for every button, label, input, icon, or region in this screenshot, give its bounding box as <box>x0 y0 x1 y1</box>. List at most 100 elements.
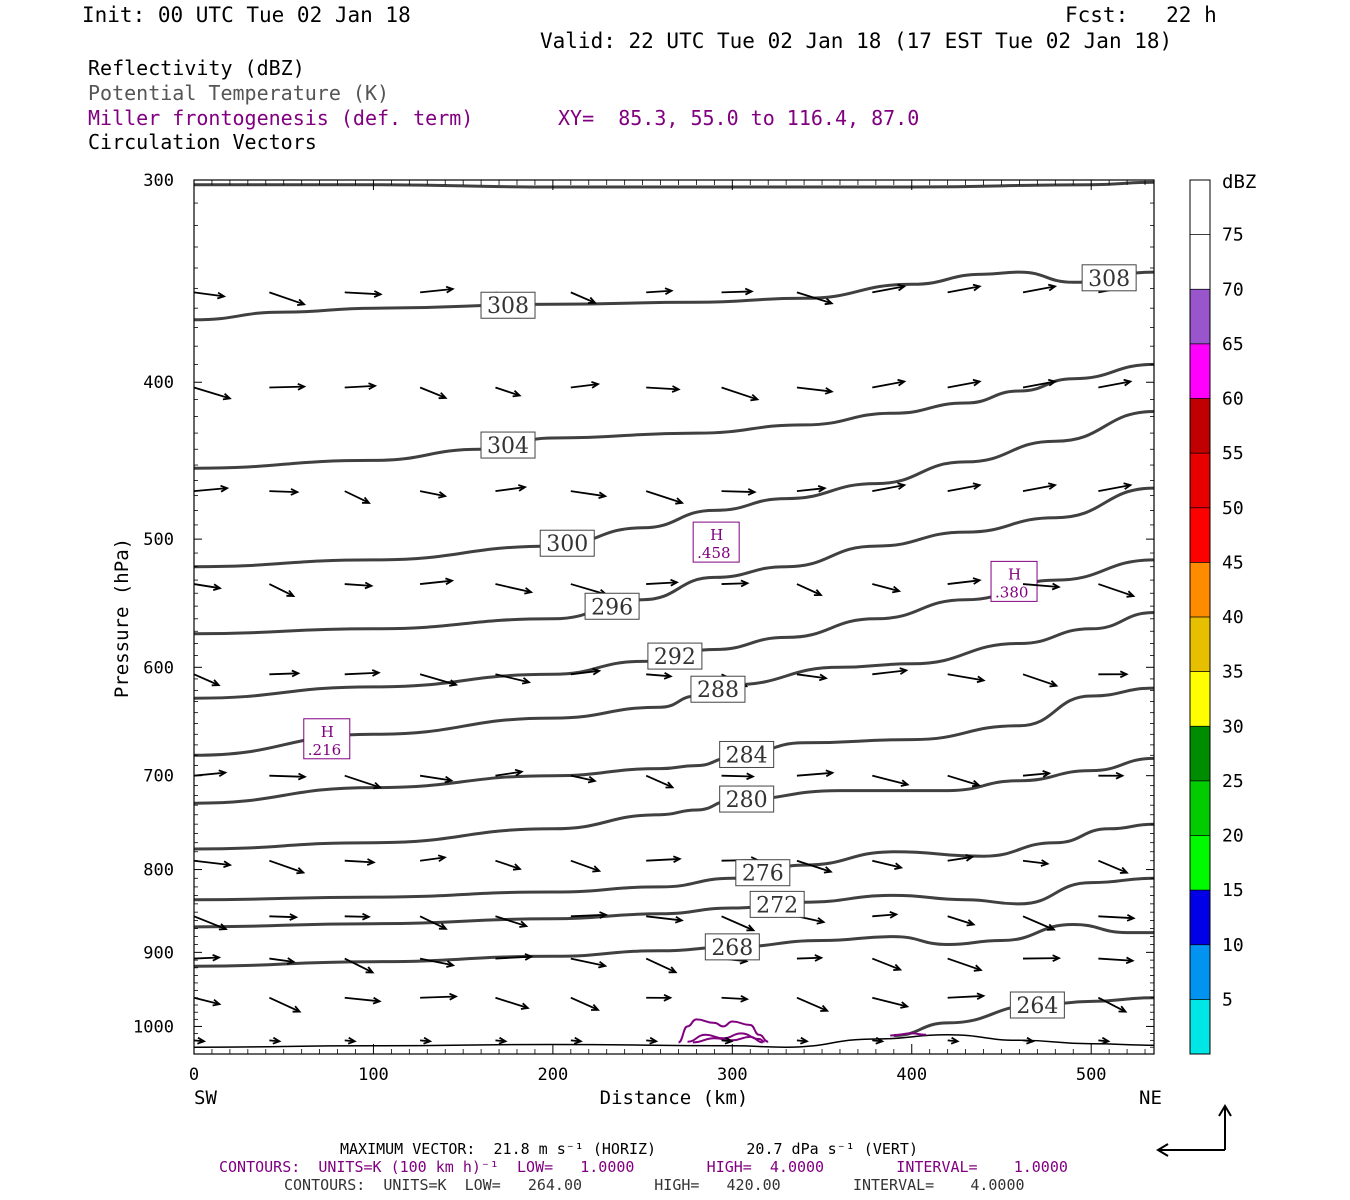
circulation-vector <box>645 957 678 974</box>
circulation-vector <box>947 1036 960 1045</box>
x-tick-label: 500 <box>1076 1065 1107 1085</box>
vector-head <box>598 960 608 969</box>
circulation-vector <box>1098 859 1129 874</box>
colorbar-tick-label: 35 <box>1222 662 1244 683</box>
vector-head <box>740 995 750 1003</box>
vector-shaft <box>570 774 596 782</box>
colorbar-segment <box>1190 234 1210 290</box>
vector-shaft <box>269 291 305 306</box>
circulation-vector <box>872 283 907 294</box>
frontogenesis-max-label: H.458 <box>692 521 740 563</box>
vector-shaft <box>796 583 822 596</box>
isentrope-label-276: 276 <box>735 859 791 887</box>
isentrope-label-308: 308 <box>480 291 536 319</box>
vector-shaft <box>495 859 521 870</box>
circulation-vector <box>1098 914 1136 922</box>
circulation-vector <box>193 915 228 931</box>
colorbar-tick-label: 15 <box>1222 880 1244 901</box>
x-tick-label: 400 <box>896 1065 927 1085</box>
vector-head <box>668 966 678 974</box>
vector-head <box>599 911 609 919</box>
vector-head <box>1051 582 1061 591</box>
circulation-vector <box>570 859 602 873</box>
vector-shaft <box>269 385 305 389</box>
x-tick-label: 300 <box>717 1065 748 1085</box>
circulation-vector <box>193 673 221 687</box>
vector-shaft <box>193 386 231 400</box>
circulation-vector <box>268 996 302 1013</box>
vector-head <box>972 283 982 292</box>
vector-head <box>373 290 383 298</box>
circulation-vector <box>193 484 230 493</box>
vector-shaft <box>646 673 671 678</box>
vector-shaft <box>646 386 679 391</box>
vector-head <box>897 378 907 387</box>
frontogenesis-max-value: .216 <box>308 741 341 759</box>
vector-head <box>1126 590 1136 598</box>
circulation-vector <box>872 482 907 493</box>
vector-head <box>514 768 524 777</box>
vector-head <box>286 957 296 965</box>
colorbar-tick-label: 20 <box>1222 826 1244 847</box>
circulation-vector <box>947 992 986 1000</box>
vector-shaft <box>1098 484 1131 493</box>
circulation-vector <box>1098 378 1133 389</box>
vector-shaft <box>570 291 596 304</box>
vector-head <box>649 1036 659 1045</box>
vector-head <box>444 775 454 784</box>
isentrope-label-text: 276 <box>742 862 784 887</box>
frontogenesis-contour <box>687 1032 765 1043</box>
vector-head <box>438 491 448 499</box>
circulation-vector <box>947 915 976 927</box>
circulation-vector <box>193 953 222 962</box>
forecast-hour: Fcst: 22 h <box>1065 3 1217 27</box>
vector-head <box>197 1036 207 1045</box>
circulation-vector <box>570 490 608 500</box>
vector-head <box>598 491 608 500</box>
vector-head <box>1052 954 1062 963</box>
circulation-vector <box>269 382 307 391</box>
circulation-vector <box>419 490 448 499</box>
circulation-vector <box>872 667 909 676</box>
vector-head <box>1049 680 1059 688</box>
colorbar-tick-label: 55 <box>1222 443 1244 464</box>
vector-head <box>212 583 222 591</box>
circulation-vector <box>1022 915 1056 931</box>
isentrope-label-box <box>735 859 791 887</box>
circulation-vector <box>1098 771 1125 780</box>
circulation-vector <box>570 957 608 969</box>
isentrope-label-box <box>647 642 703 670</box>
circulation-vector <box>419 854 447 862</box>
vector-shaft <box>721 996 748 1001</box>
vector-shaft <box>947 579 980 585</box>
circulation-vector <box>269 669 301 678</box>
colorbar-tick-label: 25 <box>1222 771 1244 792</box>
vector-head <box>1118 1005 1128 1013</box>
circulation-vector <box>947 774 981 788</box>
vector-shaft <box>1022 380 1056 389</box>
frontogenesis-max-label: H.216 <box>303 718 351 760</box>
vector-shaft <box>1098 915 1134 920</box>
circulation-vector <box>495 673 532 685</box>
vector-head <box>524 953 534 961</box>
isentrope-label-text: 292 <box>654 645 696 670</box>
vector-head <box>592 865 602 873</box>
circulation-vector <box>269 291 307 306</box>
circulation-vector <box>344 858 376 866</box>
circulation-vector <box>1098 1036 1111 1045</box>
vector-shaft <box>344 859 374 864</box>
colorbar-tick-label: 65 <box>1222 334 1244 355</box>
circulation-vector <box>193 386 232 401</box>
circulation-vector <box>344 1036 357 1045</box>
vector-head <box>1042 770 1052 778</box>
vector-shaft <box>947 856 973 862</box>
circulation-vector <box>495 953 534 961</box>
footer-contours-theta: CONTOURS: UNITS=K LOW= 264.00 HIGH= 420.… <box>284 1176 1025 1194</box>
vector-shaft <box>1097 996 1126 1013</box>
vector-head <box>824 387 834 395</box>
vector-shaft <box>721 490 755 493</box>
circulation-vector <box>796 386 834 395</box>
vector-shaft <box>344 291 381 296</box>
circulation-vector <box>1022 1036 1036 1045</box>
